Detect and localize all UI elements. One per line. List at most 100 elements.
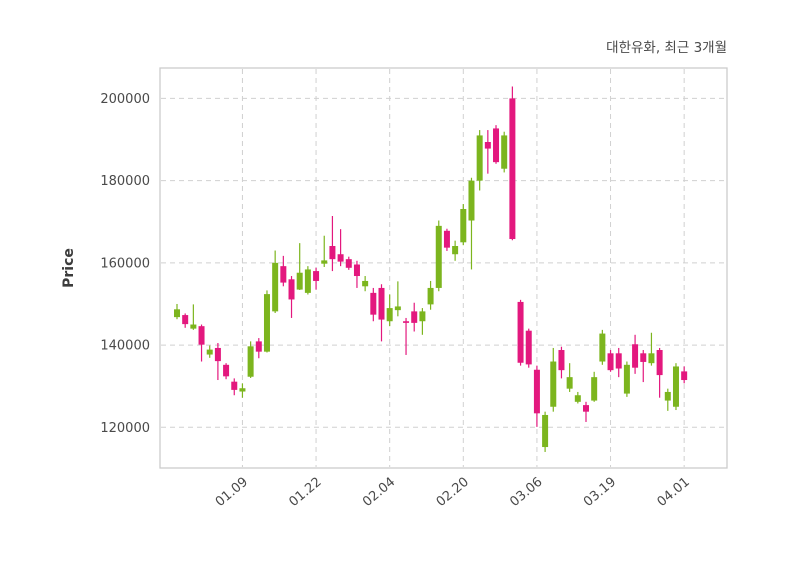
candle-body	[648, 353, 655, 364]
candle[interactable]	[419, 308, 426, 335]
candle[interactable]	[542, 411, 549, 452]
candle[interactable]	[460, 204, 467, 246]
candle[interactable]	[353, 260, 360, 288]
candle[interactable]	[223, 363, 230, 380]
candle[interactable]	[362, 276, 369, 292]
candle[interactable]	[394, 281, 401, 317]
candle-body	[419, 311, 426, 322]
candle[interactable]	[550, 347, 557, 412]
candle[interactable]	[656, 347, 663, 398]
candle[interactable]	[640, 350, 647, 383]
candle-body	[345, 259, 352, 268]
candle-body	[525, 330, 532, 365]
candle[interactable]	[427, 280, 434, 310]
candle[interactable]	[484, 130, 491, 174]
candle[interactable]	[533, 365, 540, 427]
candle[interactable]	[648, 332, 655, 366]
candle[interactable]	[214, 343, 221, 381]
candle[interactable]	[198, 324, 205, 362]
candle[interactable]	[615, 347, 622, 378]
candle[interactable]	[255, 338, 262, 359]
candle[interactable]	[313, 267, 320, 290]
candle[interactable]	[583, 401, 589, 422]
candle-body	[182, 315, 189, 325]
candle[interactable]	[607, 350, 614, 372]
candle-body	[640, 353, 647, 362]
candle[interactable]	[525, 328, 532, 368]
candle-body	[272, 262, 279, 312]
candle[interactable]	[272, 250, 279, 314]
candle[interactable]	[370, 287, 377, 322]
candle-body	[509, 98, 516, 240]
candle[interactable]	[378, 284, 385, 342]
candle[interactable]	[403, 317, 410, 355]
candle[interactable]	[435, 220, 442, 292]
y-tick-label: 180000	[100, 174, 150, 189]
candle[interactable]	[345, 256, 352, 270]
candle[interactable]	[337, 229, 344, 267]
candle[interactable]	[517, 299, 524, 366]
candle-body	[304, 269, 311, 293]
candle-body	[623, 364, 630, 394]
candle[interactable]	[468, 177, 475, 270]
candle[interactable]	[509, 86, 516, 241]
candle-body	[501, 135, 508, 169]
candle-body	[353, 264, 360, 277]
candle[interactable]	[599, 329, 606, 365]
candle[interactable]	[501, 131, 508, 173]
candle[interactable]	[296, 243, 303, 290]
candle[interactable]	[321, 235, 328, 267]
candle[interactable]	[632, 334, 639, 374]
candle-body	[460, 209, 467, 243]
candle-body	[239, 388, 246, 392]
candle-body	[362, 280, 369, 287]
candle-body	[615, 353, 622, 369]
y-axis-label: Price	[61, 248, 77, 288]
candle[interactable]	[182, 313, 189, 328]
candle[interactable]	[664, 388, 671, 411]
candle[interactable]	[411, 302, 418, 332]
candle[interactable]	[452, 240, 459, 261]
candle[interactable]	[174, 303, 180, 320]
candles[interactable]	[174, 86, 688, 452]
candle[interactable]	[623, 361, 630, 397]
x-tick-label: 03.06	[507, 475, 545, 510]
candle-body	[411, 311, 418, 323]
candle[interactable]	[280, 255, 287, 287]
candle[interactable]	[288, 276, 295, 318]
candle[interactable]	[672, 363, 679, 411]
candle[interactable]	[304, 266, 311, 295]
candle-body	[174, 309, 180, 318]
candle[interactable]	[558, 346, 565, 379]
candle-body	[435, 225, 442, 288]
x-axis-tick-labels: 01.09 01.22 02.04 02.20 03.06 03.19 04.01	[213, 475, 693, 510]
candle[interactable]	[231, 378, 238, 396]
candle[interactable]	[263, 290, 270, 353]
candle-body	[550, 361, 557, 407]
candle[interactable]	[247, 341, 254, 378]
plot-area[interactable]	[159, 67, 728, 469]
candle[interactable]	[493, 125, 500, 164]
candle[interactable]	[566, 363, 573, 392]
candle[interactable]	[206, 345, 213, 358]
candle-body	[656, 350, 663, 376]
y-axis-tick-labels: 120000 140000 160000 180000 200000	[100, 92, 150, 436]
candle[interactable]	[591, 371, 598, 402]
candle-body	[574, 395, 581, 402]
candle[interactable]	[574, 391, 581, 404]
candle[interactable]	[329, 215, 336, 272]
candle-body	[255, 341, 262, 352]
candle-body	[247, 346, 254, 377]
candle[interactable]	[190, 304, 197, 330]
y-tick-label: 120000	[100, 421, 150, 436]
candle[interactable]	[443, 228, 450, 251]
candle[interactable]	[386, 294, 393, 327]
candle-body	[313, 271, 320, 281]
candle-body	[452, 246, 459, 255]
candle[interactable]	[239, 383, 246, 398]
candle[interactable]	[681, 366, 688, 384]
candle-body	[632, 344, 639, 368]
candle[interactable]	[476, 130, 483, 191]
